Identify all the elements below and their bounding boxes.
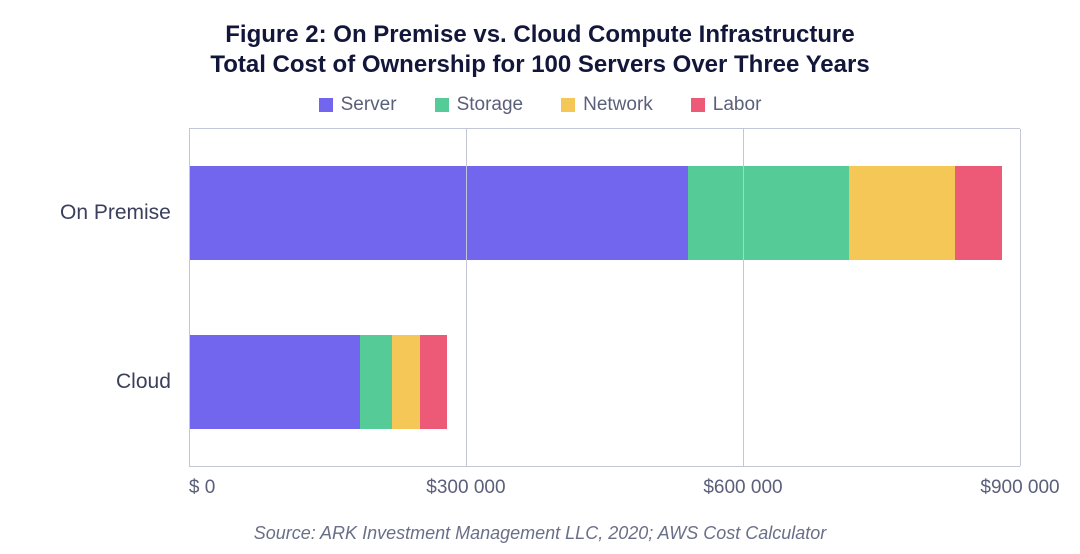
legend-item: Server xyxy=(319,94,397,116)
x-axis-tick: $ 0 xyxy=(189,477,215,499)
bars-layer xyxy=(189,129,1020,466)
bar-segment xyxy=(360,335,392,429)
legend-item: Labor xyxy=(691,94,762,116)
gridline xyxy=(1020,129,1021,466)
legend-swatch xyxy=(435,98,449,112)
bar-segment xyxy=(849,166,955,260)
chart-title: Figure 2: On Premise vs. Cloud Compute I… xyxy=(60,20,1020,80)
bar-segment xyxy=(688,166,850,260)
source-caption: Source: ARK Investment Management LLC, 2… xyxy=(60,523,1020,544)
chart-title-line1: Figure 2: On Premise vs. Cloud Compute I… xyxy=(60,20,1020,50)
plot-area: On Premise Cloud xyxy=(60,128,1020,467)
bar-segment xyxy=(955,166,1001,260)
legend-swatch xyxy=(319,98,333,112)
legend-swatch xyxy=(691,98,705,112)
legend-label: Storage xyxy=(457,94,524,116)
chart-title-line2: Total Cost of Ownership for 100 Servers … xyxy=(60,50,1020,80)
figure-container: Figure 2: On Premise vs. Cloud Compute I… xyxy=(0,0,1080,554)
bar-row xyxy=(189,166,1020,260)
category-label: On Premise xyxy=(60,201,171,225)
gridline xyxy=(743,129,744,466)
legend-item: Storage xyxy=(435,94,524,116)
legend-label: Labor xyxy=(713,94,762,116)
bar-row xyxy=(189,335,1020,429)
x-axis-ticks: $ 0$300 000$600 000$900 000 xyxy=(189,477,1020,501)
category-label: Cloud xyxy=(60,370,171,394)
gridline xyxy=(466,129,467,466)
plot xyxy=(189,128,1020,467)
legend-swatch xyxy=(561,98,575,112)
bar-segment xyxy=(420,335,448,429)
legend-label: Server xyxy=(341,94,397,116)
legend-item: Network xyxy=(561,94,653,116)
y-axis-labels: On Premise Cloud xyxy=(60,128,189,467)
legend-label: Network xyxy=(583,94,653,116)
bar-segment xyxy=(189,166,688,260)
x-axis-tick: $300 000 xyxy=(426,477,505,499)
x-axis: $ 0$300 000$600 000$900 000 xyxy=(60,477,1020,501)
x-axis-tick: $900 000 xyxy=(980,477,1059,499)
gridline xyxy=(189,129,190,466)
legend: Server Storage Network Labor xyxy=(60,94,1020,116)
bar-segment xyxy=(392,335,420,429)
x-axis-tick: $600 000 xyxy=(703,477,782,499)
bar-segment xyxy=(189,335,360,429)
